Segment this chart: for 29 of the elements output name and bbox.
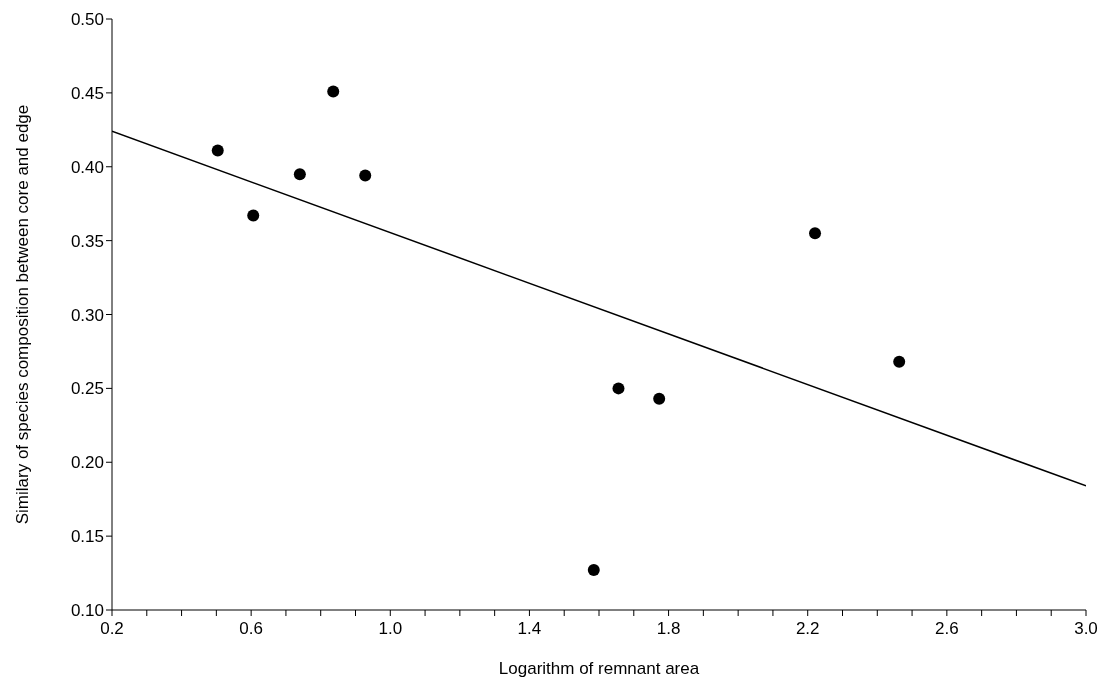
y-tick-label: 0.40 [70,157,104,177]
x-tick-label: 1.4 [517,619,542,639]
y-tick-label: 0.30 [70,305,104,325]
point [612,382,625,395]
point [327,85,340,98]
point [293,168,306,181]
y-tick-label: 0.20 [70,453,104,473]
x-tick-label: 0.6 [239,619,263,639]
point [653,392,666,405]
y-tick-label: 0.25 [70,379,104,399]
y-tick-label: 0.50 [70,10,104,30]
point [359,169,372,182]
x-tick-label: 2.2 [795,619,820,639]
point [809,227,822,240]
x-tick-label: 1.0 [378,619,403,639]
y-tick-label: 0.10 [70,601,104,621]
y-tick-label: 0.35 [70,231,104,251]
x-tick-label: 3.0 [1074,619,1098,639]
point [587,564,600,577]
x-tick-label: 2.6 [935,619,959,639]
y-tick-label: 0.15 [70,527,104,547]
x-tick-label: 1.8 [656,619,681,639]
point [247,209,260,222]
point [211,144,224,157]
x-tick-label: 0.2 [100,619,124,639]
y-axis-title: Similary of species composition between core and edge [13,104,33,525]
y-tick-label: 0.45 [70,83,104,103]
point [893,355,906,368]
x-axis-title: Logarithm of remnant area [498,659,700,678]
